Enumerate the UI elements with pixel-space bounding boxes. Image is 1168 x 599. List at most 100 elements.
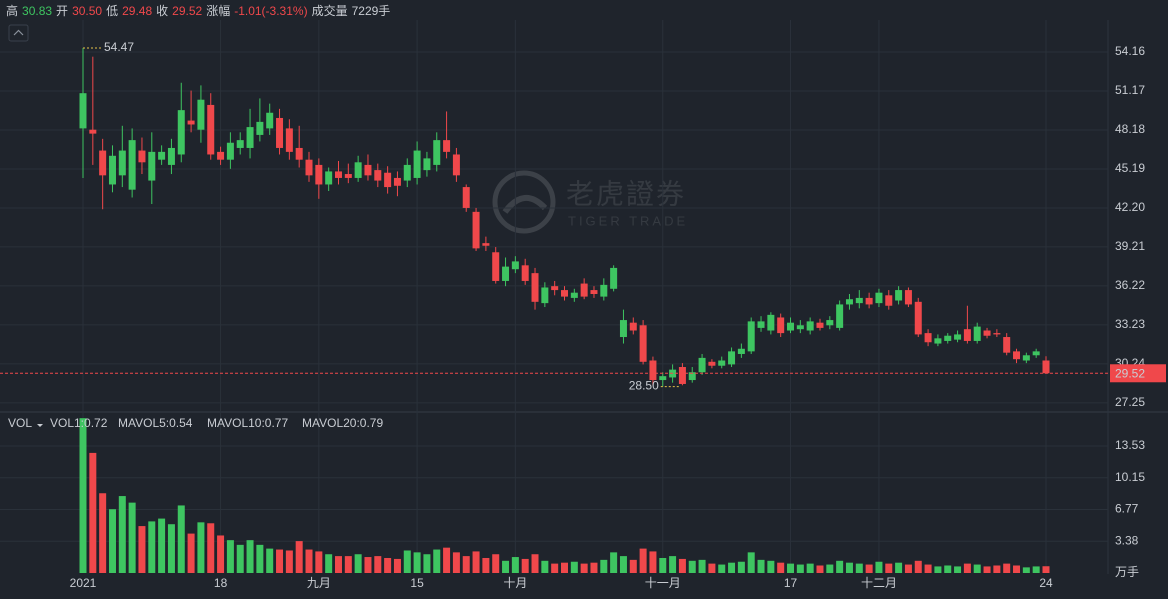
volume-bar <box>374 556 382 573</box>
volume-bar <box>138 526 146 573</box>
volume-bar <box>89 452 97 573</box>
candle-body <box>108 155 116 185</box>
y-tick-label: 13.53 <box>1115 438 1145 452</box>
candle-body <box>226 142 234 160</box>
volume-unit: 万手 <box>1115 565 1139 579</box>
y-tick-label: 54.16 <box>1115 44 1145 58</box>
volume-bar <box>659 557 667 573</box>
volume-bar <box>236 544 244 573</box>
candle-body <box>855 297 863 304</box>
candle-body <box>904 290 912 305</box>
candle-body <box>266 112 274 129</box>
volume-bar <box>944 565 952 573</box>
candle-body <box>895 290 903 301</box>
candle-body <box>590 290 598 294</box>
candle-body <box>236 140 244 148</box>
x-tick-label: 2021 <box>70 576 97 590</box>
candle-body <box>944 335 952 341</box>
volume-bar <box>423 554 431 573</box>
quote-value: 7229手 <box>351 4 391 18</box>
volume-bar <box>452 552 460 573</box>
candle-body <box>777 317 785 334</box>
x-tick-label: 十月 <box>503 576 527 590</box>
volume-bar <box>393 558 401 573</box>
volume-bar <box>256 544 264 573</box>
collapse-button[interactable] <box>8 24 29 42</box>
quote-label: 涨幅 <box>206 4 231 18</box>
volume-bar <box>413 552 421 573</box>
candle-body <box>187 120 195 125</box>
candle-body <box>384 172 392 188</box>
y-tick-label: 27.25 <box>1115 395 1145 409</box>
volume-bar <box>502 560 510 573</box>
volume-bar <box>403 550 411 573</box>
candle-body <box>492 252 500 281</box>
candle-body <box>963 329 971 341</box>
volume-bar <box>885 563 893 573</box>
candle-body <box>718 360 726 366</box>
candle-body <box>374 170 382 181</box>
volume-bar <box>865 564 873 573</box>
volume-bar <box>217 535 225 573</box>
volume-bar <box>1013 565 1021 573</box>
volume-bar <box>334 556 342 573</box>
candle-body <box>924 333 932 343</box>
y-tick-label: 36.22 <box>1115 278 1145 292</box>
candle-body <box>128 140 136 190</box>
candle-body <box>610 267 618 289</box>
candle-body <box>561 290 568 297</box>
volume-bar <box>728 562 736 573</box>
candle-body <box>1032 351 1040 356</box>
candle-body <box>708 361 716 366</box>
volume-bar <box>698 559 706 573</box>
candle-body <box>737 348 745 354</box>
candle-body <box>619 320 627 338</box>
candle-body <box>757 321 765 328</box>
volume-bar <box>305 549 313 573</box>
volume-bar <box>796 564 804 573</box>
candle-body <box>148 151 156 181</box>
volume-bar <box>492 554 500 573</box>
volume-bar <box>845 562 853 573</box>
candle-body <box>285 128 293 152</box>
candle-body <box>580 283 588 297</box>
watermark-subtitle: TIGER TRADE <box>568 213 688 228</box>
volume-bar <box>590 562 598 573</box>
candle-body <box>158 151 166 160</box>
volume-bar <box>934 566 942 573</box>
candle-body <box>443 140 451 152</box>
candle-body <box>482 243 490 246</box>
volume-bar <box>649 551 657 573</box>
volume-bar <box>226 540 234 573</box>
candle-body <box>914 301 922 335</box>
volume-bar <box>757 559 765 573</box>
candle-body <box>325 171 333 185</box>
candle-body <box>167 147 175 165</box>
candle-body <box>276 117 284 148</box>
candle-body <box>118 150 126 176</box>
volume-bar <box>718 564 726 573</box>
volume-bar <box>600 559 608 573</box>
candle-body <box>1003 337 1011 353</box>
candle-body <box>747 321 755 352</box>
x-tick-label: 十二月 <box>861 576 897 590</box>
candle-body <box>246 127 254 148</box>
volume-bar <box>354 554 362 573</box>
volume-bar <box>197 522 205 573</box>
candle-body <box>1013 351 1021 360</box>
volume-bar <box>462 556 470 573</box>
quote-value: 29.52 <box>172 4 203 18</box>
candle-body <box>472 211 480 249</box>
volume-bar <box>1022 567 1030 573</box>
volume-bar <box>551 563 559 573</box>
candle-body <box>452 154 460 176</box>
candle-body <box>728 351 736 365</box>
candle-body <box>885 295 893 306</box>
volume-bar <box>344 556 352 573</box>
candle-body <box>403 164 411 181</box>
candle-body <box>207 104 215 155</box>
candle-body <box>629 322 637 331</box>
candle-body <box>826 320 834 326</box>
x-tick-label: 十一月 <box>645 576 681 590</box>
